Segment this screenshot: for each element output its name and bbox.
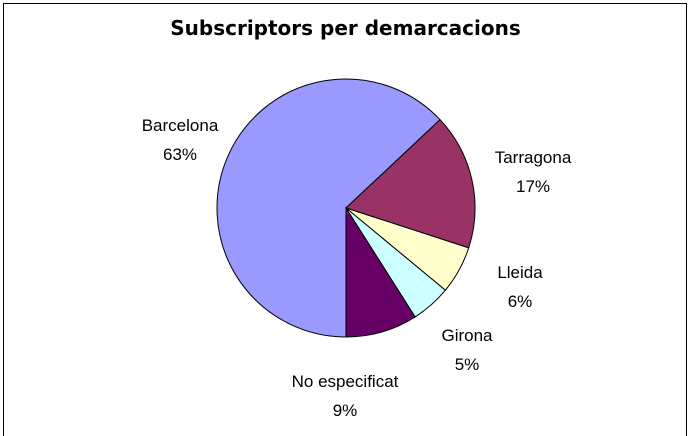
slice-label: Tarragona [494,148,572,167]
slice-value-label: 17% [515,177,551,196]
chart-frame [3,3,687,436]
slice-label: Girona [441,326,493,345]
slice-value-label: 9% [332,401,358,420]
slice-value-label: 6% [507,292,533,311]
slice-value-label: 63% [162,145,198,164]
slice-value-label: 5% [454,355,480,374]
slice-label: Barcelona [141,116,219,135]
pie-slice [345,118,476,249]
slice-label: Lleida [497,263,543,282]
chart-title: Subscriptors per demarcacions [170,16,521,40]
pie-slice [345,206,416,338]
slice-label: No especificat [291,372,399,391]
pie-slice [216,78,441,338]
